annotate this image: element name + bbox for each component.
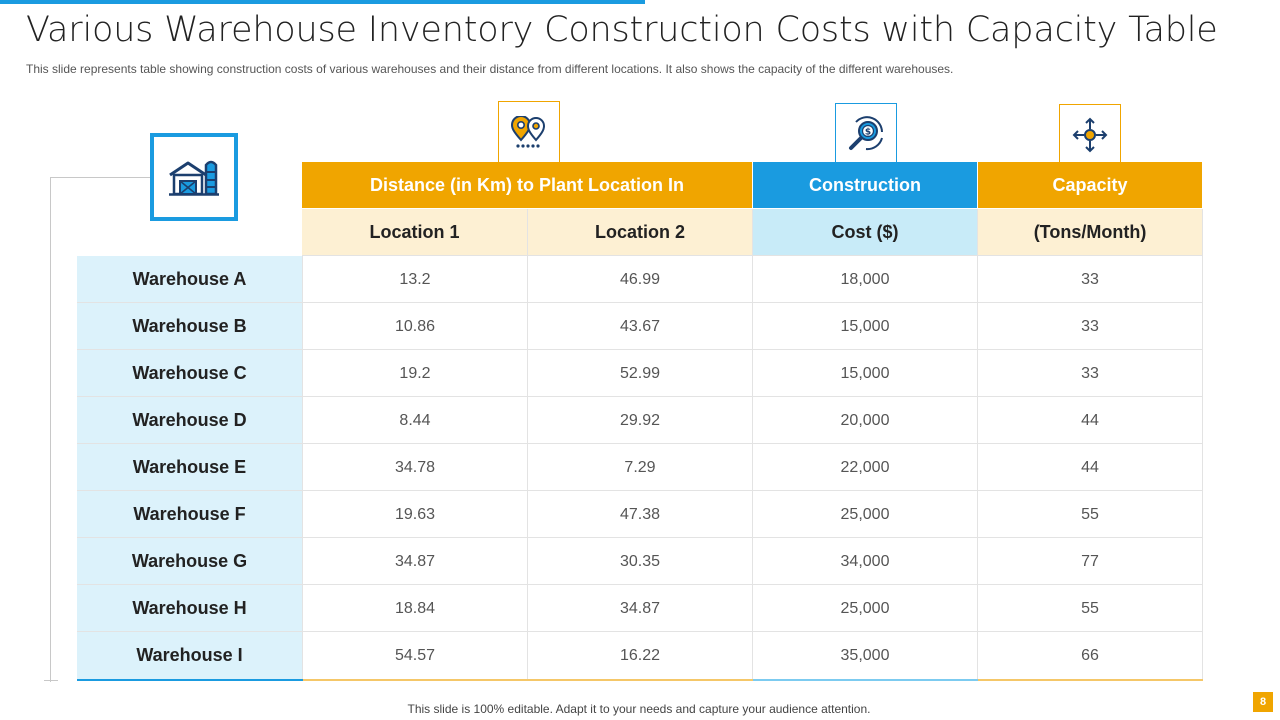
slide-title: Various Warehouse Inventory Construction… [26, 10, 1218, 50]
cell-c-cost: 15,000 [753, 350, 977, 397]
row-label-warehouse-e: Warehouse E [77, 444, 302, 491]
bottom-accent-light-blue [753, 679, 978, 681]
cell-c-location-2: 52.99 [528, 350, 752, 397]
cost-search-icon: $ [849, 116, 883, 151]
grid-line-horizontal [77, 584, 1203, 585]
capacity-icon-box [1059, 104, 1121, 166]
grid-line-horizontal [302, 255, 1203, 256]
cell-i-capacity: 66 [978, 632, 1202, 679]
grid-line-vertical [302, 256, 303, 680]
capacity-arrows-icon [1072, 117, 1108, 153]
page-number: 8 [1253, 692, 1273, 712]
header-capacity: Capacity [978, 162, 1202, 208]
warehouse-icon-box [150, 133, 238, 221]
row-label-warehouse-h: Warehouse H [77, 585, 302, 632]
cell-g-capacity: 77 [978, 538, 1202, 585]
decorative-bracket [50, 177, 151, 682]
location-icon-box [498, 101, 560, 164]
cell-h-location-1: 18.84 [303, 585, 527, 632]
header-construction: Construction [753, 162, 977, 208]
location-pins-icon [510, 115, 546, 148]
cell-e-capacity: 44 [978, 444, 1202, 491]
grid-line-horizontal [77, 631, 1203, 632]
cell-d-cost: 20,000 [753, 397, 977, 444]
grid-line-vertical [977, 209, 978, 680]
row-label-warehouse-a: Warehouse A [77, 256, 302, 303]
subheader-cost: Cost ($) [753, 209, 977, 255]
cell-d-location-1: 8.44 [303, 397, 527, 444]
row-label-warehouse-g: Warehouse G [77, 538, 302, 585]
cell-c-capacity: 33 [978, 350, 1202, 397]
grid-line-vertical [752, 209, 753, 680]
top-accent-bar [0, 0, 645, 4]
cell-a-location-2: 46.99 [528, 256, 752, 303]
cell-h-location-2: 34.87 [528, 585, 752, 632]
cell-e-location-1: 34.78 [303, 444, 527, 491]
cell-f-capacity: 55 [978, 491, 1202, 538]
cell-i-cost: 35,000 [753, 632, 977, 679]
cell-g-location-2: 30.35 [528, 538, 752, 585]
svg-text:$: $ [865, 128, 871, 138]
subheader-tons-per-month: (Tons/Month) [978, 209, 1202, 255]
cell-a-capacity: 33 [978, 256, 1202, 303]
cell-g-cost: 34,000 [753, 538, 977, 585]
row-label-warehouse-c: Warehouse C [77, 350, 302, 397]
subheader-location-1: Location 1 [302, 209, 527, 255]
grid-line-horizontal [77, 537, 1203, 538]
cell-e-cost: 22,000 [753, 444, 977, 491]
bottom-accent-orange [978, 679, 1203, 681]
row-label-warehouse-d: Warehouse D [77, 397, 302, 444]
grid-line-vertical [527, 209, 528, 680]
row-label-warehouse-i: Warehouse I [77, 632, 302, 679]
row-label-warehouse-f: Warehouse F [77, 491, 302, 538]
cost-icon-box: $ [835, 103, 897, 165]
cell-i-location-2: 16.22 [528, 632, 752, 679]
subheader-location-2: Location 2 [528, 209, 752, 255]
cell-a-cost: 18,000 [753, 256, 977, 303]
cell-a-location-1: 13.2 [303, 256, 527, 303]
bottom-accent-orange [303, 679, 753, 681]
decorative-bracket-foot [44, 680, 58, 681]
footer-note: This slide is 100% editable. Adapt it to… [407, 702, 871, 716]
cell-c-location-1: 19.2 [303, 350, 527, 397]
cell-d-location-2: 29.92 [528, 397, 752, 444]
cell-d-capacity: 44 [978, 397, 1202, 444]
grid-line-horizontal [77, 443, 1203, 444]
cell-b-location-2: 43.67 [528, 303, 752, 350]
grid-line-horizontal [77, 396, 1203, 397]
cell-f-location-1: 19.63 [303, 491, 527, 538]
cell-e-location-2: 7.29 [528, 444, 752, 491]
cell-h-capacity: 55 [978, 585, 1202, 632]
cell-f-location-2: 47.38 [528, 491, 752, 538]
row-label-warehouse-b: Warehouse B [77, 303, 302, 350]
cell-b-capacity: 33 [978, 303, 1202, 350]
cell-b-cost: 15,000 [753, 303, 977, 350]
cell-i-location-1: 54.57 [303, 632, 527, 679]
cell-g-location-1: 34.87 [303, 538, 527, 585]
slide-subtitle: This slide represents table showing cons… [26, 62, 954, 76]
grid-line-horizontal [77, 349, 1203, 350]
header-distance: Distance (in Km) to Plant Location In [302, 162, 752, 208]
grid-line-horizontal [77, 490, 1203, 491]
grid-line-horizontal [77, 302, 1203, 303]
cell-h-cost: 25,000 [753, 585, 977, 632]
cell-b-location-1: 10.86 [303, 303, 527, 350]
bottom-accent-blue [77, 679, 303, 681]
warehouse-icon [169, 160, 219, 196]
cell-f-cost: 25,000 [753, 491, 977, 538]
grid-line-vertical [1202, 209, 1203, 680]
